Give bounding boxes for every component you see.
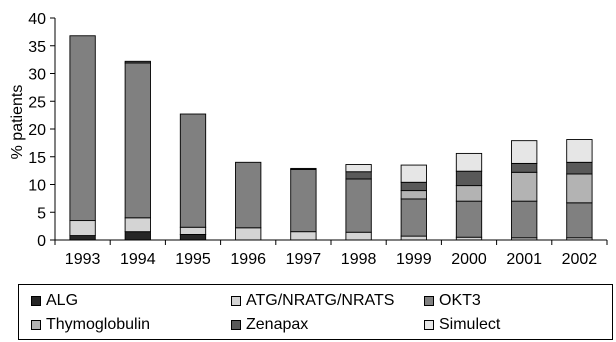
- bar-okt3-2002: [566, 202, 593, 239]
- x-tick-label: 1995: [175, 251, 211, 268]
- bar-simulect-2001: [511, 140, 538, 164]
- axes-group: 0 5 10 15 20 25 30 35 40 1993 1994 1995 1996 1997 1998…: [28, 11, 608, 268]
- x-tick-label: 2000: [451, 251, 487, 268]
- bar-simulect-1999: [400, 164, 427, 183]
- legend-item-zenapax: Zenapax: [231, 316, 308, 334]
- y-tick-label: 40: [28, 11, 46, 28]
- bar-atg-nratg-nrats-1996: [235, 227, 262, 241]
- legend-item-okt3: OKT3: [424, 292, 481, 310]
- bar-atg-nratg-nrats-1995: [179, 226, 207, 235]
- bar-zenapax-2000: [455, 170, 483, 187]
- x-tick-label: 2001: [506, 251, 542, 268]
- bar-zenapax-2001: [511, 162, 538, 173]
- bar-alg-1994: [124, 231, 151, 241]
- stacked-bar-chart: 0 5 10 15 20 25 30 35 40 1993 1994 1995 1996 1997 1998…: [9, 11, 608, 268]
- legend-label: OKT3: [439, 292, 481, 309]
- bar-thymoglobulin-2001: [511, 171, 538, 202]
- bar-zenapax-2002: [566, 161, 593, 175]
- legend-swatch: [424, 320, 434, 330]
- legend-swatch: [31, 320, 41, 330]
- bar-zenapax-1997: [290, 167, 317, 170]
- y-tick-label: 20: [28, 122, 46, 139]
- bar-zenapax-1999: [400, 181, 427, 192]
- bar-okt3-1993: [69, 35, 96, 222]
- bar-simulect-1998: [345, 164, 372, 173]
- legend-item-thymoglobulin: Thymoglobulin: [31, 316, 150, 334]
- y-tick-label: 10: [28, 178, 46, 195]
- bar-thymoglobulin-2000: [455, 185, 483, 202]
- bar-okt3-2001: [511, 200, 538, 239]
- bar-simulect-2002: [566, 139, 593, 163]
- legend-swatch: [31, 296, 41, 306]
- legend-item-atg-nratg-nrats: ATG/NRATG/NRATS: [231, 292, 394, 310]
- x-tick-label: 1993: [65, 251, 101, 268]
- bar-okt3-1997: [290, 169, 317, 233]
- bar-thymoglobulin-2002: [566, 173, 593, 204]
- bar-zenapax-1994: [124, 60, 151, 64]
- legend-swatch: [231, 296, 241, 306]
- y-tick-label: 5: [37, 205, 46, 222]
- legend-label: ALG: [46, 292, 79, 309]
- legend-item-alg: ALG: [31, 292, 78, 310]
- legend-label: Zenapax: [246, 316, 309, 333]
- bars-group: [69, 35, 593, 241]
- legend-swatch: [231, 320, 241, 330]
- y-tick-label: 30: [28, 67, 46, 84]
- bar-atg-nratg-nrats-1998: [345, 231, 372, 241]
- x-tick-label: 2002: [562, 251, 598, 268]
- bar-atg-nratg-nrats-1993: [69, 220, 96, 237]
- x-tick-label: 1999: [396, 251, 432, 268]
- bar-thymoglobulin-1999: [400, 190, 427, 200]
- bar-okt3-1996: [235, 161, 262, 229]
- bar-okt3-1994: [124, 62, 151, 219]
- legend-label: Simulect: [439, 316, 501, 333]
- bar-simulect-2000: [455, 152, 483, 172]
- bar-alg-1995: [179, 233, 207, 241]
- legend-label: Thymoglobulin: [46, 316, 151, 333]
- legend-item-simulect: Simulect: [424, 316, 500, 334]
- y-tick-label: 25: [28, 94, 46, 111]
- x-tick-label: 1997: [286, 251, 322, 268]
- bar-okt3-1998: [345, 178, 372, 233]
- bar-alg-1993: [69, 235, 96, 241]
- bar-atg-nratg-nrats-1994: [124, 217, 151, 233]
- bar-atg-nratg-nrats-1999: [400, 235, 427, 241]
- x-tick-label: 1994: [120, 251, 156, 268]
- bar-okt3-1999: [400, 198, 427, 237]
- y-tick-label: 0: [37, 233, 46, 250]
- bar-zenapax-1998: [345, 171, 372, 180]
- legend: ALG ATG/NRATG/NRATS OKT3 Thymoglobulin Zenap…: [18, 284, 613, 340]
- x-tick-label: 1998: [341, 251, 377, 268]
- bar-atg-nratg-nrats-1997: [290, 231, 317, 241]
- y-tick-label: 15: [28, 150, 46, 167]
- bar-okt3-1995: [179, 113, 207, 228]
- legend-label: ATG/NRATG/NRATS: [246, 292, 395, 309]
- bar-okt3-2000: [455, 200, 483, 238]
- y-axis-label: % patients: [9, 85, 26, 160]
- x-tick-label: 1996: [230, 251, 266, 268]
- y-tick-label: 35: [28, 39, 46, 56]
- legend-swatch: [424, 296, 434, 306]
